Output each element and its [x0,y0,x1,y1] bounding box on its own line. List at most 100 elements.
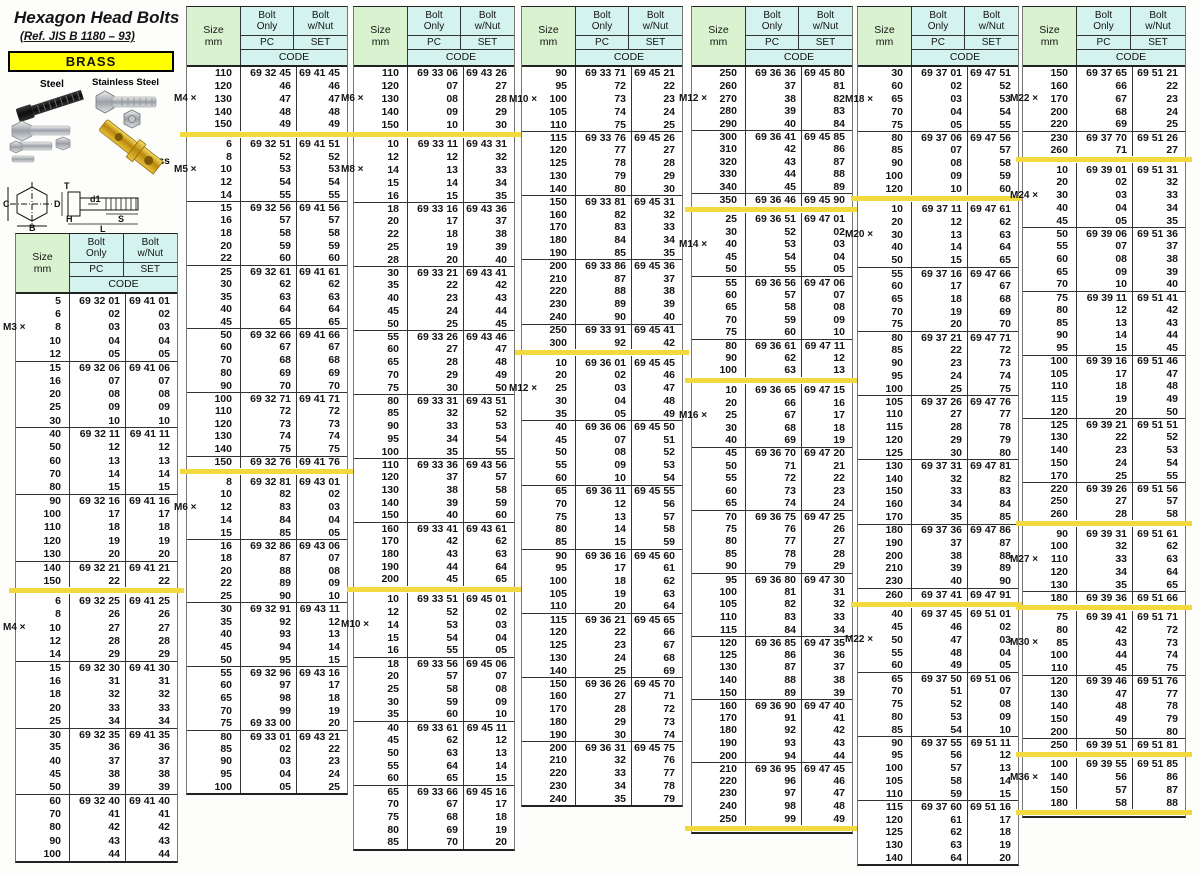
size-cell: 90 [16,834,70,848]
product-photos: Steel Stainless Steel Brass [9,77,170,175]
size-cell: 75 [1023,610,1077,624]
pc-code-cell: 14 [408,176,464,190]
size-cell: 180 [1023,796,1077,809]
table-row: 6 69 32 25 69 41 25 [16,594,177,608]
size-cell: 210 [522,272,576,286]
size-cell: 25 [16,714,70,728]
table-row: 80 53 09 [858,710,1018,724]
bolt-code-table: Size mm Bolt Only Bolt w/Nut PC SET CODE… [509,6,689,808]
size-cell: 200 [522,260,576,272]
pc-code-cell: 12 [1077,303,1133,317]
pc-header: PC [241,36,294,50]
table-row: 180 69 39 36 69 51 66 [1023,591,1185,604]
set-code-cell: 70 [999,318,1011,331]
set-code-cell: 69 [999,305,1011,318]
size-cell: 75 [187,716,241,730]
size-cell: 55 [692,277,746,289]
pc-code-cell: 69 39 16 [1077,355,1133,367]
set-code-cell: 87 [833,155,845,168]
size-cell: 120 [187,417,241,431]
size-cell: 95 [858,369,912,383]
size-cell: 210 [522,753,576,767]
pc-code-cell: 53 [912,710,968,724]
size-cell: 40 [354,291,408,305]
table-row: 35 92 12 [187,615,347,628]
size-cell: 80 [16,820,70,835]
pc-code-cell: 82 [746,597,802,611]
table-row: 20 59 59 [187,239,347,253]
table-row: M14 × 40 53 03 [679,237,852,251]
size-cell: 105 [692,597,746,611]
table-row: 75 69 39 11 69 51 41 [1023,290,1185,304]
size-cell: 30 [354,267,408,279]
size-cell: 18 [187,551,241,565]
set-code-cell: 76 [663,754,675,767]
table-row: 290 40 84 [692,117,852,131]
page-subtitle: (Ref. JIS B 1180 – 93) [20,31,135,43]
size-cell: M12 × 270 [679,92,746,105]
table-row: 80 69 37 21 69 47 71 [858,330,1018,344]
table-row: 80 77 27 [692,534,852,548]
pc-code-cell: 20 [70,547,126,561]
table-row: 180 43 63 [354,547,514,561]
pc-code-cell: 89 [241,577,297,590]
set-code-cell: 67 [328,341,340,354]
set-code-cell: 29 [833,560,845,573]
size-cell: 25 [354,682,408,696]
page-title: Hexagon Head Bolts [14,8,180,27]
set-code-cell: 77 [1166,687,1178,700]
size-cell: 105 [858,396,912,408]
table-row: 300 69 36 41 69 45 85 [692,130,852,143]
table-row: 60 08 38 [1023,252,1185,266]
table-row: 115 19 49 [1023,392,1185,406]
table-row: 70 29 49 [354,368,514,382]
table-row: 18 87 07 [187,551,347,565]
pc-header: PC [70,263,124,277]
table-row: 85 22 72 [858,343,1018,357]
size-cell: 140 [858,472,912,485]
pc-code-cell: 17 [912,279,968,293]
set-code-cell: 18 [999,826,1011,839]
pc-code-cell: 57 [241,213,297,227]
set-code-cell: 19 [328,704,340,717]
table-row: 100 25 75 [858,382,1018,396]
set-code-cell: 10 [999,723,1011,736]
set-code-cell: 25 [328,780,340,793]
pc-code-cell: 88 [241,564,297,578]
table-row: 110 20 64 [522,599,682,613]
set-code-cell: 46 [663,369,675,382]
pc-code-cell: 30 [576,728,632,742]
size-cell: 120 [187,79,241,93]
pc-code-cell: 45 [408,573,464,586]
table-row: 10 69 39 01 69 51 31 [1023,163,1185,176]
pc-code-cell: 18 [576,574,632,588]
bolt-only-header: Bolt Only [576,7,629,36]
size-cell: 210 [858,562,912,575]
set-code-cell: 75 [1166,662,1178,675]
table-row: 20 02 32 [1023,176,1185,189]
size-cell: 100 [858,382,912,396]
set-code-cell: 40 [663,311,675,324]
section-divider [9,588,184,594]
table-row: 90 33 53 [354,419,514,433]
table-row: 170 42 62 [354,534,514,548]
pc-code-cell: 65 [241,315,297,329]
table-row: 85 13 43 [1023,316,1185,329]
size-cell: 14 [187,188,241,202]
set-code-cell: 55 [1166,469,1178,482]
table-row: 40 64 64 [187,302,347,316]
pc-code-cell: 33 [70,700,126,715]
set-code-cell: 08 [833,301,845,314]
set-code-cell: 72 [1166,623,1178,636]
set-code-cell: 39 [495,240,507,253]
set-code-cell: 69 45 50 [634,421,675,434]
table-row: 160 66 22 [1023,79,1185,93]
set-code-cell: 69 41 61 [299,265,340,278]
table-row: 50 25 45 [354,317,514,330]
pc-code-cell: 64 [912,851,968,865]
set-code-cell: 74 [663,728,675,741]
set-code-cell: 22 [328,742,340,755]
table-row: 200 94 44 [692,749,852,762]
pc-code-cell: 67 [241,341,297,354]
table-row: 15 69 32 56 69 41 56 [187,201,347,214]
